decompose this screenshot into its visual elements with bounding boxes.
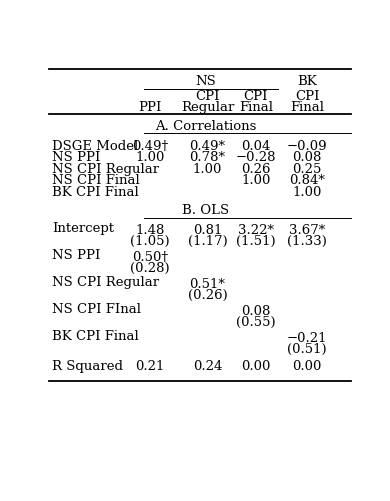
Text: A. Correlations: A. Correlations: [155, 120, 257, 133]
Text: NS CPI FInal: NS CPI FInal: [52, 303, 141, 316]
Text: (1.17): (1.17): [188, 235, 227, 248]
Text: 0.21: 0.21: [135, 359, 165, 372]
Text: CPI: CPI: [243, 90, 268, 103]
Text: B. OLS: B. OLS: [183, 204, 229, 217]
Text: Regular: Regular: [181, 101, 234, 114]
Text: CPI: CPI: [295, 90, 319, 103]
Text: 0.78*: 0.78*: [190, 151, 225, 164]
Text: 0.08: 0.08: [241, 305, 271, 317]
Text: Final: Final: [239, 101, 273, 114]
Text: Final: Final: [290, 101, 324, 114]
Text: BK: BK: [297, 75, 317, 88]
Text: 0.24: 0.24: [193, 359, 222, 372]
Text: 0.49†: 0.49†: [132, 139, 168, 152]
Text: (0.51): (0.51): [287, 342, 327, 355]
Text: BK CPI Final: BK CPI Final: [52, 185, 138, 198]
Text: NS CPI Final: NS CPI Final: [52, 174, 140, 187]
Text: 0.26: 0.26: [241, 162, 271, 175]
Text: (1.33): (1.33): [287, 235, 327, 248]
Text: (0.28): (0.28): [130, 261, 170, 274]
Text: 1.48: 1.48: [135, 223, 165, 236]
Text: 0.84*: 0.84*: [289, 174, 325, 187]
Text: −0.09: −0.09: [287, 139, 328, 152]
Text: PPI: PPI: [138, 101, 162, 114]
Text: 0.81: 0.81: [193, 223, 222, 236]
Text: (1.05): (1.05): [130, 235, 170, 248]
Text: R Squared: R Squared: [52, 359, 123, 372]
Text: (0.26): (0.26): [188, 288, 227, 301]
Text: NS CPI Regular: NS CPI Regular: [52, 276, 159, 289]
Text: −0.28: −0.28: [236, 151, 276, 164]
Text: 3.22*: 3.22*: [238, 223, 274, 236]
Text: CPI: CPI: [195, 90, 220, 103]
Text: NS CPI Regular: NS CPI Regular: [52, 162, 159, 175]
Text: 3.67*: 3.67*: [289, 223, 325, 236]
Text: 1.00: 1.00: [135, 151, 165, 164]
Text: NS PPI: NS PPI: [52, 248, 100, 262]
Text: DSGE Model: DSGE Model: [52, 139, 138, 152]
Text: 0.08: 0.08: [292, 151, 322, 164]
Text: 1.00: 1.00: [193, 162, 222, 175]
Text: 0.51*: 0.51*: [190, 278, 225, 291]
Text: (1.51): (1.51): [236, 235, 276, 248]
Text: Intercept: Intercept: [52, 221, 114, 234]
Text: 0.00: 0.00: [241, 359, 271, 372]
Text: 0.04: 0.04: [241, 139, 271, 152]
Text: (0.55): (0.55): [236, 315, 276, 328]
Text: −0.21: −0.21: [287, 331, 328, 344]
Text: 1.00: 1.00: [241, 174, 271, 187]
Text: BK CPI Final: BK CPI Final: [52, 330, 138, 342]
Text: 1.00: 1.00: [292, 185, 322, 198]
Text: 0.49*: 0.49*: [190, 139, 225, 152]
Text: 0.25: 0.25: [292, 162, 322, 175]
Text: NS PPI: NS PPI: [52, 151, 100, 164]
Text: 0.00: 0.00: [292, 359, 322, 372]
Text: 0.50†: 0.50†: [132, 250, 168, 264]
Text: NS: NS: [195, 75, 216, 88]
